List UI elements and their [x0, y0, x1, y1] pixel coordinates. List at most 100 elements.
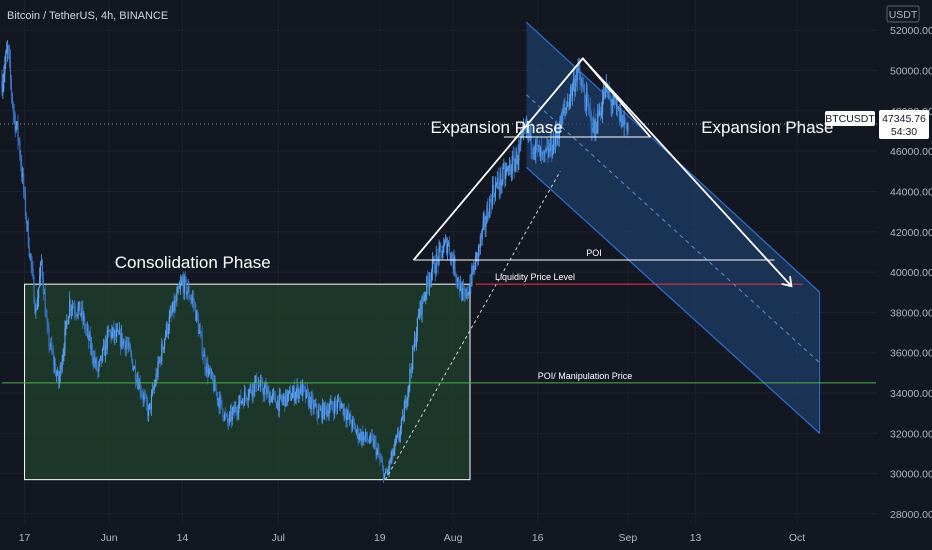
candle-body — [166, 323, 169, 334]
candle-body — [37, 297, 39, 309]
candle-body — [83, 317, 85, 321]
drawings-layer: POI Liquidity Price Level POI/ Manipulatio… — [2, 57, 876, 480]
candle-body — [613, 95, 615, 104]
candle-body — [507, 166, 510, 168]
price-axis-panel[interactable] — [878, 0, 932, 550]
candle-body — [169, 311, 171, 317]
candle-body — [18, 139, 20, 141]
candle-body — [390, 457, 392, 464]
candle-body — [75, 313, 77, 316]
candle-body — [546, 146, 548, 150]
candle-body — [618, 107, 621, 122]
candle-body — [207, 363, 209, 377]
candle-body — [59, 365, 61, 376]
candle-body — [124, 341, 126, 351]
dashed-trendline[interactable] — [384, 171, 561, 480]
candle-body — [282, 398, 284, 402]
candle-body — [382, 466, 385, 479]
candle-body — [203, 354, 205, 357]
candle-body — [449, 253, 451, 260]
candle-body — [58, 375, 60, 384]
candle-body — [560, 116, 562, 126]
candle-body — [359, 432, 361, 439]
candle-body — [454, 257, 456, 276]
candle-body — [533, 153, 535, 155]
candle-body — [153, 385, 155, 390]
y-tick-label: 46000.00 — [890, 146, 932, 158]
candle-body — [410, 368, 412, 370]
candle-body — [534, 152, 536, 154]
candle-body — [209, 368, 211, 371]
candle-body — [425, 294, 427, 296]
channel-median-line — [526, 94, 820, 364]
candle-body — [72, 306, 75, 308]
candle-body — [510, 173, 512, 175]
candle-body — [340, 404, 342, 409]
candle-body — [441, 250, 443, 258]
candle-body — [284, 395, 286, 407]
y-tick-label: 40000.00 — [890, 267, 932, 279]
candle-body — [351, 419, 354, 428]
phase-label: Expansion Phase — [701, 118, 833, 137]
candle-body — [413, 337, 416, 349]
consolidation-box[interactable] — [24, 283, 471, 481]
projection-arrow-line[interactable] — [582, 57, 793, 287]
candle-body — [141, 393, 143, 396]
time-axis-panel[interactable] — [0, 524, 932, 550]
candle-body — [136, 379, 138, 383]
candle-body — [271, 396, 273, 403]
channel-fill[interactable] — [526, 22, 820, 434]
candle-body — [288, 389, 291, 391]
y-tick-label: 52000.00 — [890, 25, 932, 37]
candle-body — [464, 295, 466, 297]
candle-body — [624, 119, 626, 123]
candle-body — [513, 156, 515, 172]
candle-body — [505, 171, 507, 180]
candle-body — [300, 383, 302, 394]
candle-body — [277, 400, 279, 412]
candle-body — [158, 360, 160, 363]
candle-body — [195, 311, 198, 321]
candle-body — [331, 401, 333, 407]
candle-body — [491, 198, 493, 206]
last-price-box — [879, 110, 929, 139]
candle-body — [38, 276, 41, 288]
candle-body — [80, 313, 82, 315]
candle-body — [116, 330, 119, 332]
last-price-label: 47345.76 — [882, 113, 926, 125]
candle-body — [326, 410, 328, 415]
candle-body — [155, 373, 157, 384]
candle-body — [148, 403, 151, 409]
candle-body — [113, 327, 115, 338]
candle-body — [552, 152, 554, 156]
candle-body — [283, 395, 285, 399]
candle-body — [334, 401, 336, 414]
candle-body — [226, 414, 228, 416]
candle-body — [586, 92, 589, 100]
candle-body — [336, 400, 339, 408]
candle-body — [174, 300, 176, 311]
candle-body — [281, 399, 283, 402]
candle-body — [3, 74, 5, 83]
candle-body — [257, 389, 259, 391]
candle-body — [234, 406, 236, 413]
candle-body — [91, 345, 93, 358]
candle-body — [484, 217, 486, 227]
candle-body — [286, 390, 288, 403]
candle-body — [621, 115, 623, 128]
candle-body — [370, 433, 372, 436]
candle-body — [530, 127, 532, 149]
candle-body — [540, 147, 543, 154]
candle-body — [320, 408, 323, 420]
candle-body — [493, 193, 496, 198]
channel-lower-line[interactable] — [525, 166, 821, 434]
candle-body — [165, 323, 168, 335]
candle-body — [70, 308, 73, 310]
candle-body — [516, 151, 518, 165]
candle-body — [368, 441, 371, 443]
candle-body — [199, 330, 201, 332]
candle-body — [159, 358, 161, 363]
y-tick-label: 32000.00 — [890, 428, 932, 440]
y-tick-label: 38000.00 — [890, 307, 932, 319]
